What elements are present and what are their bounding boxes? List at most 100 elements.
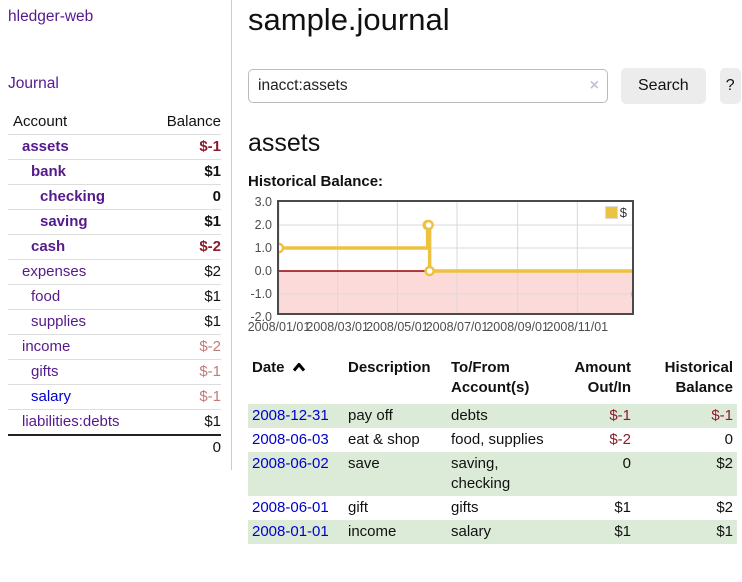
chart-x-labels: 2008/01/01 2008/03/01 2008/05/01 2008/07/01… <box>248 318 638 336</box>
register-row: 2008-06-02 save saving, checking 0 $2 <box>248 452 737 496</box>
account-row: supplies $1 <box>8 310 221 335</box>
account-balance: $-2 <box>199 338 221 355</box>
chart-title: Historical Balance: <box>248 173 384 190</box>
account-row: food $1 <box>8 285 221 310</box>
clear-search-icon[interactable]: × <box>589 77 599 94</box>
y-axis-tick-label: 0.0 <box>254 263 272 278</box>
data-point-marker <box>279 242 285 254</box>
chart-plot: $ <box>277 200 634 315</box>
register-row: 2008-01-01 income salary $1 $1 <box>248 520 737 544</box>
data-point-marker <box>630 290 632 298</box>
transaction-date-link[interactable]: 2008-01-01 <box>252 523 329 540</box>
account-row: bank $1 <box>8 160 221 185</box>
account-link-gifts[interactable]: gifts <box>31 363 59 380</box>
account-balance: $-1 <box>199 363 221 380</box>
transaction-accounts: salary <box>451 523 492 540</box>
account-link-bank[interactable]: bank <box>31 163 67 180</box>
data-point-marker <box>424 265 435 277</box>
transaction-date-link[interactable]: 2008-12-31 <box>252 407 329 424</box>
account-balance: $1 <box>204 213 221 230</box>
negative-region <box>279 271 632 313</box>
y-axis-tick-label: 1.0 <box>254 240 272 255</box>
brand-link[interactable]: hledger-web <box>8 8 94 25</box>
accounts-col-balance: Balance <box>166 113 221 130</box>
register-table: Date Description To/From Account(s) Amount … <box>248 356 737 544</box>
help-button[interactable]: ? <box>719 68 741 104</box>
account-balance: 0 <box>212 188 221 205</box>
account-link-assets[interactable]: assets <box>22 138 69 155</box>
account-row: expenses $2 <box>8 260 221 285</box>
x-axis-tick-label: 2008/09/01 <box>486 320 549 334</box>
account-balance: $-2 <box>199 238 221 255</box>
account-link-food[interactable]: food <box>31 288 61 305</box>
app: hledger-web Journal Account Balance asse… <box>8 0 742 544</box>
chevron-up-icon <box>292 363 305 372</box>
balance-chart: 3.0 2.0 1.0 0.0 -1.0 -2.0 $ 2008/01/01 2008/03… <box>248 196 638 336</box>
search-input-wrap: × <box>248 68 608 104</box>
legend-swatch-icon <box>604 206 618 219</box>
account-balance: $-1 <box>199 388 221 405</box>
transaction-balance: $1 <box>716 523 733 540</box>
main-content: sample.journal × Search ? assets Histori… <box>232 0 742 544</box>
account-link-income[interactable]: income <box>22 338 71 355</box>
transaction-accounts: debts <box>451 407 488 424</box>
accounts-table-body: assets $-1 bank $1 checking 0 saving $1 cash $-2 e… <box>8 135 221 435</box>
transaction-description: pay off <box>348 407 393 424</box>
x-axis-tick-label: 2008/07/01 <box>425 320 489 334</box>
register-table-body: 2008-12-31 pay off debts $-1 $-1 2008-06-03 ea… <box>248 404 737 544</box>
accounts-total-row: 0 <box>8 434 221 460</box>
register-row: 2008-06-03 eat & shop food, supplies $-2 0 <box>248 428 737 452</box>
transaction-accounts: gifts <box>451 499 479 516</box>
accounts-header-row: Account Balance <box>8 110 221 135</box>
account-link-cash[interactable]: cash <box>31 238 66 255</box>
transaction-date-link[interactable]: 2008-06-02 <box>252 455 329 472</box>
account-link-checking[interactable]: checking <box>40 188 106 205</box>
search-form: × Search ? <box>248 68 741 104</box>
account-balance: $-1 <box>199 138 221 155</box>
register-col-header-description: Description <box>348 359 431 376</box>
register-col-header-historical-balance: Historical Balance <box>664 359 733 396</box>
account-link-supplies[interactable]: supplies <box>31 313 87 330</box>
register-col-header-date[interactable]: Date <box>248 356 344 404</box>
chart-y-labels: 3.0 2.0 1.0 0.0 -1.0 -2.0 <box>243 196 272 323</box>
transaction-date-link[interactable]: 2008-06-01 <box>252 499 329 516</box>
register-col-header-to-from-account-s-: To/From Account(s) <box>451 359 530 396</box>
account-link-liabilities-debts[interactable]: liabilities:debts <box>22 413 120 430</box>
transaction-accounts: saving, checking <box>451 455 511 492</box>
transaction-amount: $-1 <box>609 407 631 424</box>
transaction-amount: $1 <box>614 499 631 516</box>
transaction-amount: $1 <box>614 523 631 540</box>
register-header-row: Date Description To/From Account(s) Amount … <box>248 356 737 404</box>
account-row: cash $-2 <box>8 235 221 260</box>
transaction-description: gift <box>348 499 369 516</box>
account-balance: $1 <box>204 288 221 305</box>
x-axis-tick-label: 2008/11/01 <box>546 320 609 334</box>
account-row: salary $-1 <box>8 385 221 410</box>
account-link-salary[interactable]: salary <box>31 388 72 405</box>
legend-label: $ <box>619 205 627 220</box>
account-row: checking 0 <box>8 185 221 210</box>
account-balance: $1 <box>204 163 221 180</box>
transaction-amount: $-2 <box>609 431 631 448</box>
transaction-balance: $2 <box>716 455 733 472</box>
account-link-saving[interactable]: saving <box>40 213 88 230</box>
page-title: sample.journal <box>248 2 450 37</box>
chart-legend: $ <box>604 205 627 220</box>
account-link-expenses[interactable]: expenses <box>22 263 87 280</box>
account-balance: $1 <box>204 313 221 330</box>
search-input[interactable] <box>248 69 608 103</box>
y-axis-tick-label: -2.0 <box>250 309 272 324</box>
account-row: saving $1 <box>8 210 221 235</box>
y-axis-tick-label: 2.0 <box>254 217 272 232</box>
search-button[interactable]: Search <box>621 68 706 104</box>
transaction-description: income <box>348 523 397 540</box>
transaction-description: save <box>348 455 380 472</box>
sidebar-item-journal[interactable]: Journal <box>8 75 59 92</box>
transaction-balance: 0 <box>724 431 733 448</box>
x-axis-tick-label: 2008/03/01 <box>306 320 369 334</box>
register-col-header-amount-out-in: Amount Out/In <box>574 359 631 396</box>
transaction-date-link[interactable]: 2008-06-03 <box>252 431 329 448</box>
accounts-table: Account Balance assets $-1 bank $1 checking 0… <box>8 110 221 460</box>
sidebar-nav: Journal <box>8 75 221 93</box>
transaction-description: eat & shop <box>348 431 420 448</box>
